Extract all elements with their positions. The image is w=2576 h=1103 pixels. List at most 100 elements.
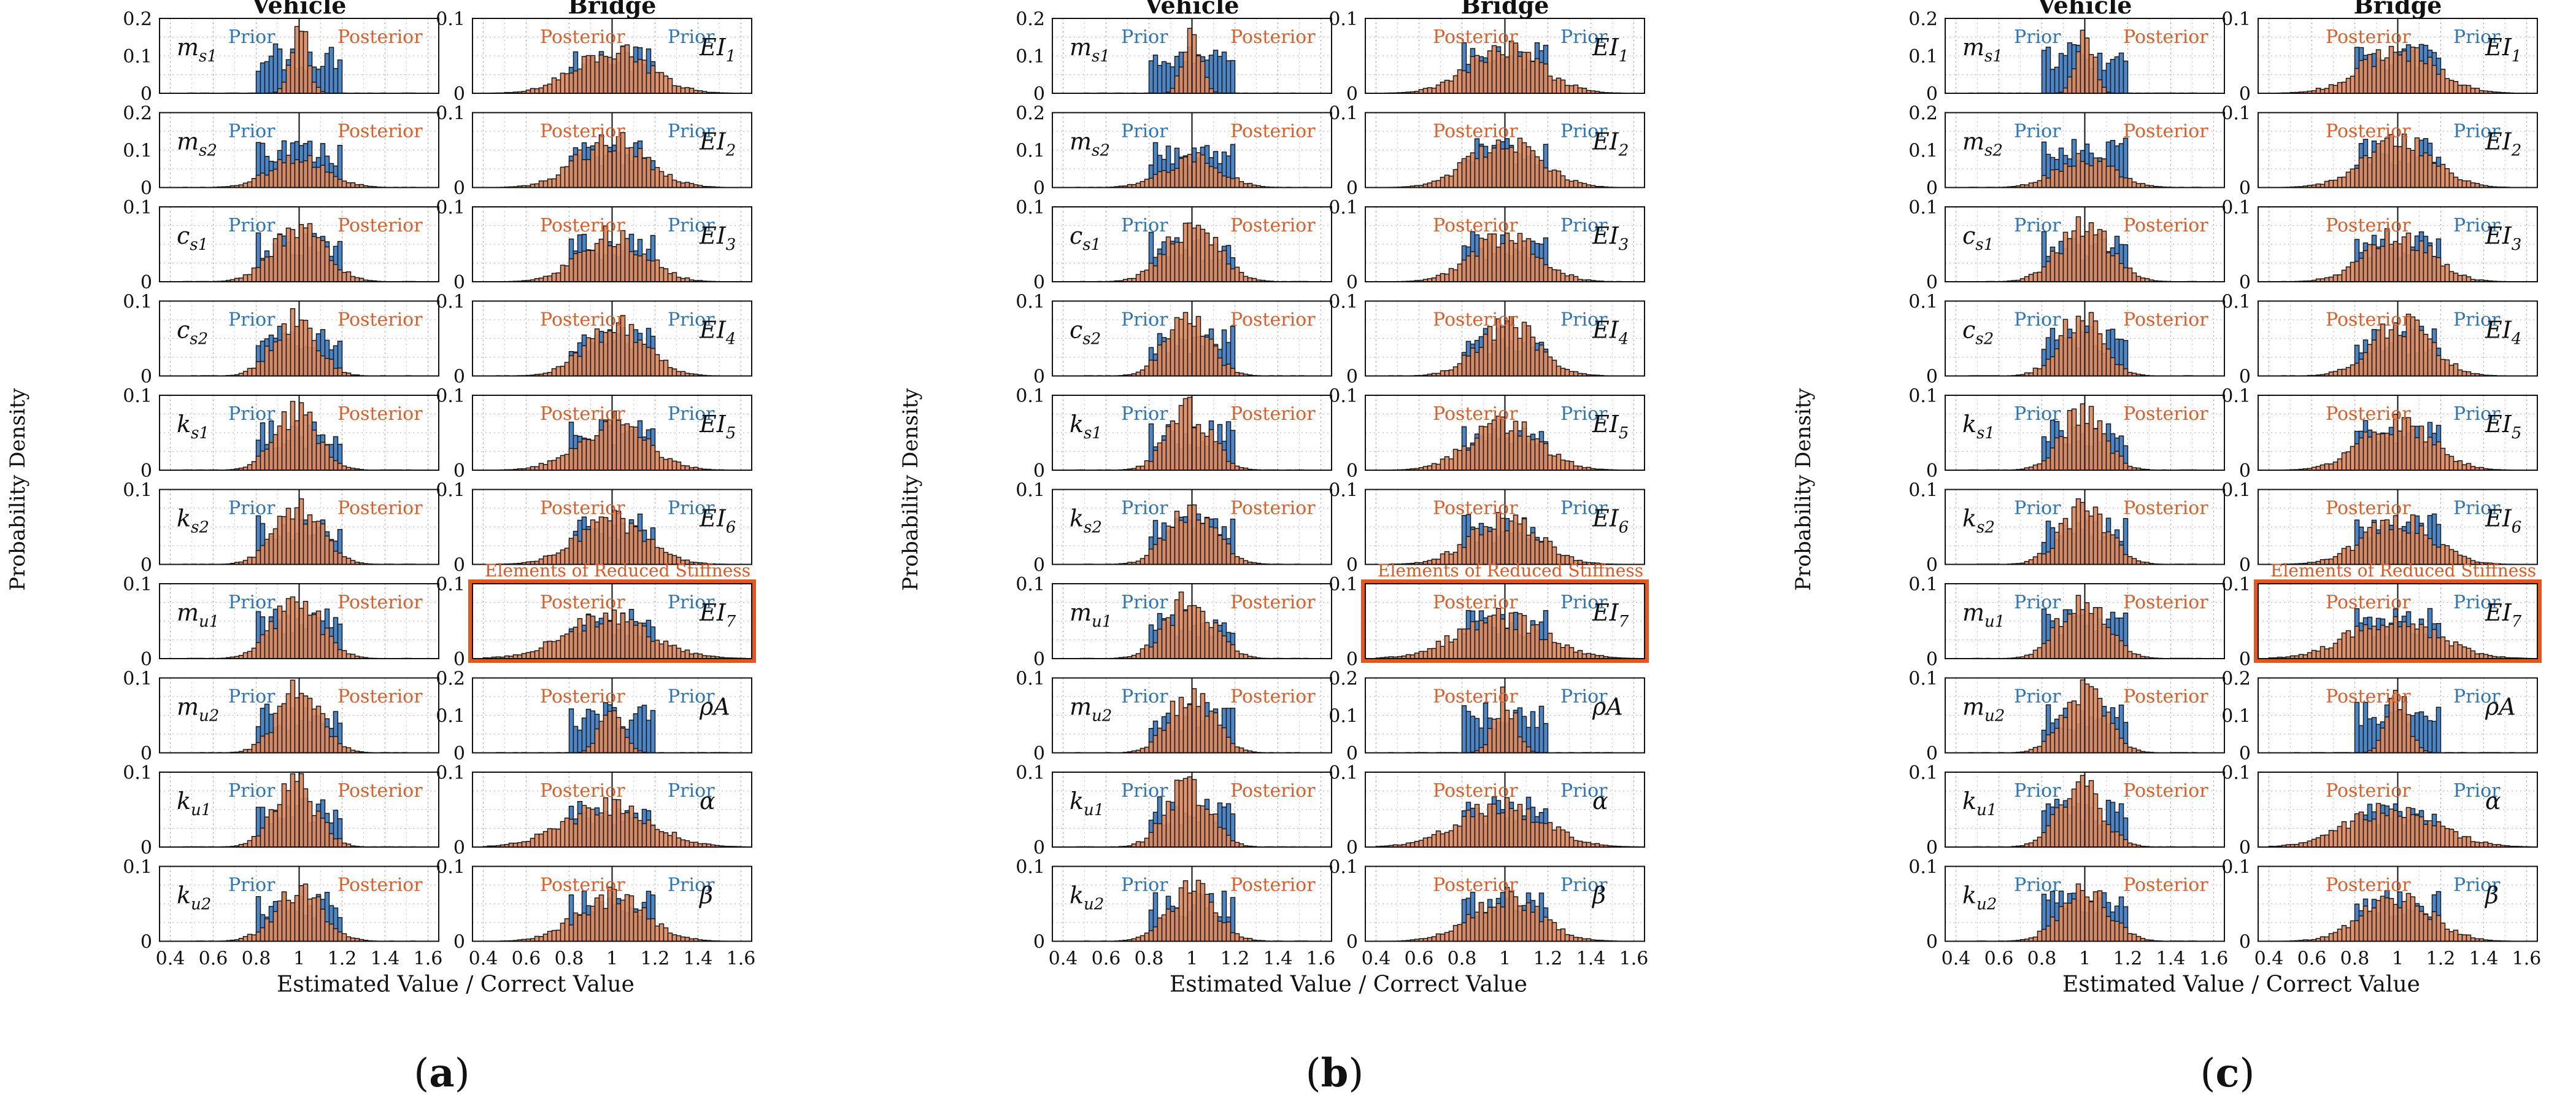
posterior-bar [303, 227, 309, 282]
posterior-bar [1487, 803, 1493, 848]
posterior-bar [654, 72, 660, 94]
axes-frame [472, 677, 752, 754]
posterior-bar [2380, 323, 2386, 377]
posterior-bar [2075, 153, 2081, 188]
posterior-bar [2114, 169, 2120, 188]
x-tick-label: 1.4 [684, 948, 713, 970]
prior-bar [264, 61, 270, 94]
posterior-bar [1452, 824, 1459, 848]
posterior-bar [2384, 57, 2390, 94]
legend-posterior: Posterior [1230, 309, 1316, 331]
posterior-bar [290, 679, 296, 754]
posterior-bar [594, 814, 600, 848]
posterior-bar [2071, 332, 2077, 377]
posterior-bar [2110, 165, 2116, 188]
parameter-base: k [177, 505, 191, 532]
posterior-bar [285, 508, 291, 565]
posterior-bar [315, 443, 322, 471]
posterior-bar [671, 460, 677, 471]
legend-prior: Prior [668, 26, 715, 48]
panel-label: (b) [1306, 1050, 1364, 1096]
posterior-bar [1182, 610, 1189, 659]
parameter-label: cs1 [1070, 222, 1101, 254]
posterior-bar [1144, 932, 1150, 942]
posterior-bar [1556, 269, 1562, 282]
posterior-bar [1200, 611, 1206, 659]
posterior-bar [667, 174, 673, 188]
y-tick-label: 0.1 [1908, 46, 1938, 68]
posterior-bar [1513, 629, 1519, 659]
x-tick-label: 0.6 [2297, 948, 2327, 970]
parameter-subscript: 4 [1618, 330, 1629, 349]
posterior-bar [1538, 441, 1544, 471]
posterior-bar [2101, 230, 2107, 282]
posterior-bar [1165, 908, 1171, 942]
posterior-bar [1440, 833, 1446, 848]
posterior-bar [1564, 831, 1570, 848]
posterior-bar [1204, 232, 1210, 282]
legend-posterior: Posterior [2326, 121, 2411, 142]
posterior-bar [1590, 654, 1596, 659]
posterior-bar [620, 424, 626, 471]
posterior-bar [684, 465, 690, 471]
y-tick-label: 0.1 [436, 762, 465, 784]
posterior-bar [598, 54, 604, 94]
posterior-bar [2062, 437, 2069, 471]
posterior-bar [2067, 409, 2073, 471]
posterior-bar [1182, 312, 1189, 377]
axes-frame [1052, 18, 1332, 94]
posterior-bar [272, 628, 279, 659]
posterior-bar [1178, 780, 1184, 848]
posterior-bar [1191, 427, 1197, 471]
x-tick-label: 1.4 [1576, 948, 1606, 970]
posterior-bar [2466, 85, 2472, 94]
posterior-bar [2054, 437, 2060, 471]
posterior-bar [2380, 140, 2386, 188]
posterior-bar [247, 934, 253, 942]
posterior-bar [577, 68, 583, 94]
posterior-bar [1508, 891, 1514, 942]
posterior-bar [1444, 273, 1450, 282]
posterior-bar [2423, 252, 2429, 282]
parameter-subscript: 3 [726, 236, 736, 254]
prior-bar [568, 708, 574, 754]
posterior-bar [1504, 628, 1510, 659]
posterior-bar [1452, 75, 1459, 94]
posterior-bar [628, 743, 634, 754]
parameter-subscript: s2 [1092, 142, 1110, 160]
posterior-bar [547, 828, 553, 848]
legend-prior: Prior [1121, 215, 1168, 236]
x-tick-label: 1.6 [2512, 948, 2542, 970]
parameter-subscript: u1 [1092, 613, 1112, 631]
parameter-subscript: 5 [726, 424, 736, 443]
posterior-bar [2118, 263, 2124, 282]
posterior-bar [1182, 156, 1189, 188]
posterior-bar [2114, 364, 2120, 377]
y-tick-label: 0.1 [2221, 9, 2251, 30]
posterior-bar [1560, 928, 1566, 942]
posterior-bar [2375, 248, 2381, 282]
parameter-base: EI [699, 411, 727, 438]
posterior-bar [1144, 179, 1150, 188]
y-tick-label: 0 [1033, 178, 1045, 199]
legend-posterior: Posterior [1433, 498, 1518, 519]
posterior-bar [568, 72, 574, 94]
posterior-bar [1538, 921, 1544, 942]
posterior-bar [268, 921, 274, 942]
posterior-bar [255, 835, 261, 848]
posterior-bar [298, 773, 304, 848]
posterior-bar [1504, 233, 1510, 282]
posterior-bar [272, 434, 279, 471]
legend-prior: Prior [228, 592, 276, 613]
posterior-bar [281, 162, 287, 188]
posterior-bar [534, 650, 540, 659]
posterior-bar [620, 45, 626, 94]
posterior-bar [1170, 527, 1176, 565]
posterior-bar [303, 883, 309, 942]
posterior-bar [294, 237, 300, 282]
x-axis-label: Estimated Value / Correct Value [277, 972, 634, 997]
posterior-bar [311, 429, 317, 471]
posterior-bar [1200, 805, 1206, 848]
parameter-base: c [1962, 222, 1975, 249]
